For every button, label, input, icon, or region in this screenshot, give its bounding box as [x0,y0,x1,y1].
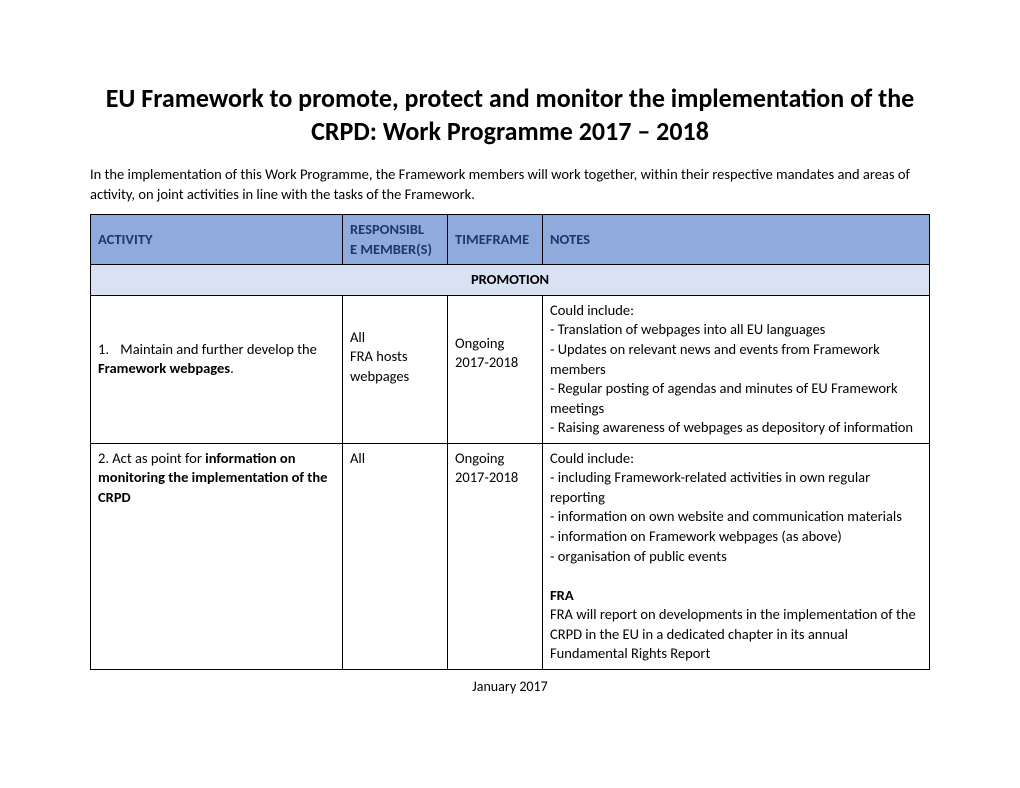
notes-item: - including Framework-related activities… [550,468,922,507]
notes-extra-bold: FRA [550,586,922,606]
notes-item: - information on own website and communi… [550,507,922,527]
notes-item: - Regular posting of agendas and minutes… [550,379,922,418]
activity-cell: 2. Act as point for information on monit… [91,443,343,669]
header-timeframe: TIMEFRAME [448,215,543,265]
header-activity: ACTIVITY [91,215,343,265]
activity-cell: 1. Maintain and further develop the Fram… [91,295,343,443]
notes-intro: Could include: [550,301,922,321]
work-programme-table: ACTIVITY RESPONSIBL E MEMBER(S) TIMEFRAM… [90,214,930,670]
timeframe-cell: Ongoing 2017-2018 [448,443,543,669]
activity-text: Maintain and further develop the Framewo… [98,340,317,378]
notes-item: - Raising awareness of webpages as depos… [550,418,922,438]
notes-item: - information on Framework webpages (as … [550,527,922,547]
activity-number: 2. [98,449,109,467]
activity-number: 1. [98,340,109,360]
responsible-cell: All FRA hosts webpages [343,295,448,443]
activity-text: Act as point for information on monitori… [98,449,327,506]
responsible-cell: All [343,443,448,669]
notes-cell: Could include: - including Framework-rel… [543,443,930,669]
header-notes: NOTES [543,215,930,265]
notes-item: - Updates on relevant news and events fr… [550,340,922,379]
section-header-row: PROMOTION [91,265,930,296]
notes-item: - Translation of webpages into all EU la… [550,320,922,340]
table-row: 2. Act as point for information on monit… [91,443,930,669]
notes-intro: Could include: [550,449,922,469]
notes-extra-text: FRA will report on developments in the i… [550,605,922,664]
notes-cell: Could include: - Translation of webpages… [543,295,930,443]
intro-paragraph: In the implementation of this Work Progr… [90,165,930,204]
notes-item: - organisation of public events [550,547,922,567]
timeframe-cell: Ongoing 2017-2018 [448,295,543,443]
section-promotion: PROMOTION [91,265,930,296]
footer-date: January 2017 [90,678,930,695]
table-row: 1. Maintain and further develop the Fram… [91,295,930,443]
document-title: EU Framework to promote, protect and mon… [90,82,930,147]
table-header-row: ACTIVITY RESPONSIBL E MEMBER(S) TIMEFRAM… [91,215,930,265]
header-responsible: RESPONSIBL E MEMBER(S) [343,215,448,265]
